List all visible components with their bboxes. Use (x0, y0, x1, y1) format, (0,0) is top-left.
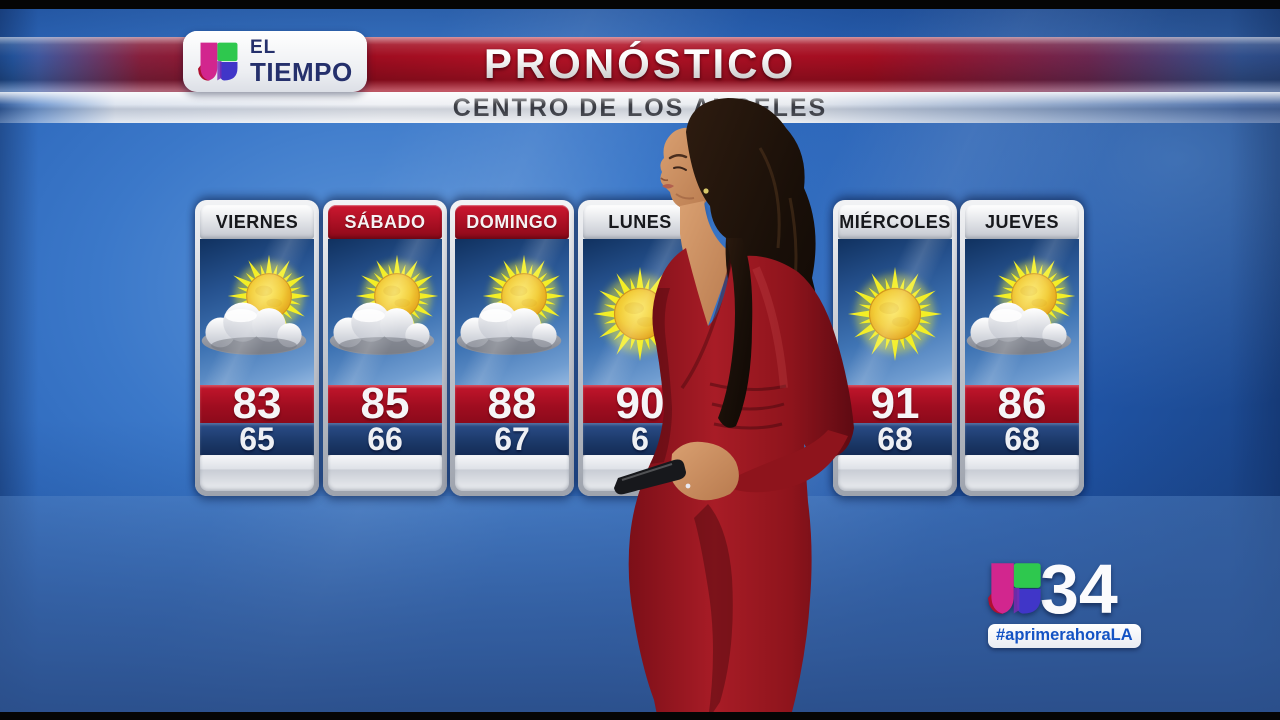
card-footer (965, 455, 1079, 491)
card-footer (455, 455, 569, 491)
day-label: MIÉRCOLES (839, 211, 951, 232)
high-temp: 83 (232, 379, 282, 428)
forecast-card: SÁBADO 85 66 (323, 200, 447, 496)
letterbox-bottom (0, 712, 1280, 720)
high-temp: 88 (487, 379, 537, 428)
low-temp-band: 67 (455, 423, 569, 455)
card-day-header: LUNES (583, 205, 697, 239)
low-temp-band: 66 (328, 423, 442, 455)
brand-text: EL TIEMPO (250, 38, 353, 85)
card-footer (200, 455, 314, 491)
brand-line2: TIEMPO (250, 57, 353, 87)
low-temp: 68 (1004, 421, 1040, 457)
card-day-header: DOMINGO (455, 205, 569, 239)
low-temp: 66 (367, 421, 403, 457)
low-temp: 65 (239, 421, 275, 457)
day-label: DOMINGO (466, 211, 558, 232)
region-banner: CENTRO DE LOS ANGELES (0, 92, 1280, 123)
univision-u-icon (198, 41, 240, 83)
univision-u-icon (988, 561, 1044, 617)
hashtag-badge: #aprimerahoraLA (988, 624, 1141, 648)
high-temp-band: 91 (838, 379, 952, 428)
day-label: LUNES (608, 211, 672, 232)
cloud-icon (329, 302, 435, 355)
cloud-icon (456, 302, 562, 355)
high-temp: 91 (870, 379, 920, 428)
forecast-card: MIÉRCOLES 91 68 (833, 200, 957, 496)
weather-icon (328, 239, 442, 385)
remote-clicker (614, 459, 686, 495)
weather-presenter (614, 98, 854, 720)
weather-icon (838, 239, 952, 385)
sun-icon (483, 255, 566, 338)
forecast-card: DOMINGO 88 67 (450, 200, 574, 496)
high-temp: 86 (997, 379, 1047, 428)
high-temp: 90 (615, 379, 665, 428)
day-label: VIERNES (215, 211, 299, 232)
cloud-icon (966, 302, 1072, 355)
forecast-card: JUEVES 86 68 (960, 200, 1084, 496)
cloud-icon (201, 302, 307, 355)
low-temp-band: 65 (200, 423, 314, 455)
forecast-card: VIERNES 83 65 (195, 200, 319, 496)
channel-number: 34 (1040, 550, 1118, 628)
high-temp-band: 83 (200, 379, 314, 428)
card-day-header: VIERNES (200, 205, 314, 239)
high-temp-band: 85 (328, 379, 442, 428)
high-temp-band: 88 (455, 379, 569, 428)
weather-icon (965, 239, 1079, 385)
channel-bug: 34 #aprimerahoraLA (988, 550, 1158, 648)
day-label: SÁBADO (344, 211, 426, 232)
high-temp-band: 86 (965, 379, 1079, 428)
sun-icon (228, 255, 311, 338)
day-label: JUEVES (984, 211, 1060, 232)
sun-icon (356, 255, 439, 338)
card-footer (838, 455, 952, 491)
el-tiempo-logo: EL TIEMPO (183, 31, 367, 92)
card-day-header: MIÉRCOLES (838, 205, 952, 239)
low-temp: 68 (877, 421, 913, 457)
high-temp: 85 (360, 379, 410, 428)
low-temp-band: 68 (965, 423, 1079, 455)
card-day-header: JUEVES (965, 205, 1079, 239)
card-day-header: SÁBADO (328, 205, 442, 239)
brand-line1: EL (250, 37, 277, 58)
weather-icon (200, 239, 314, 385)
card-footer (328, 455, 442, 491)
letterbox-top (0, 0, 1280, 9)
sun-icon (993, 255, 1076, 338)
low-temp: 67 (494, 421, 530, 457)
weather-icon (455, 239, 569, 385)
low-temp: 6 (631, 421, 649, 457)
low-temp-band: 68 (838, 423, 952, 455)
